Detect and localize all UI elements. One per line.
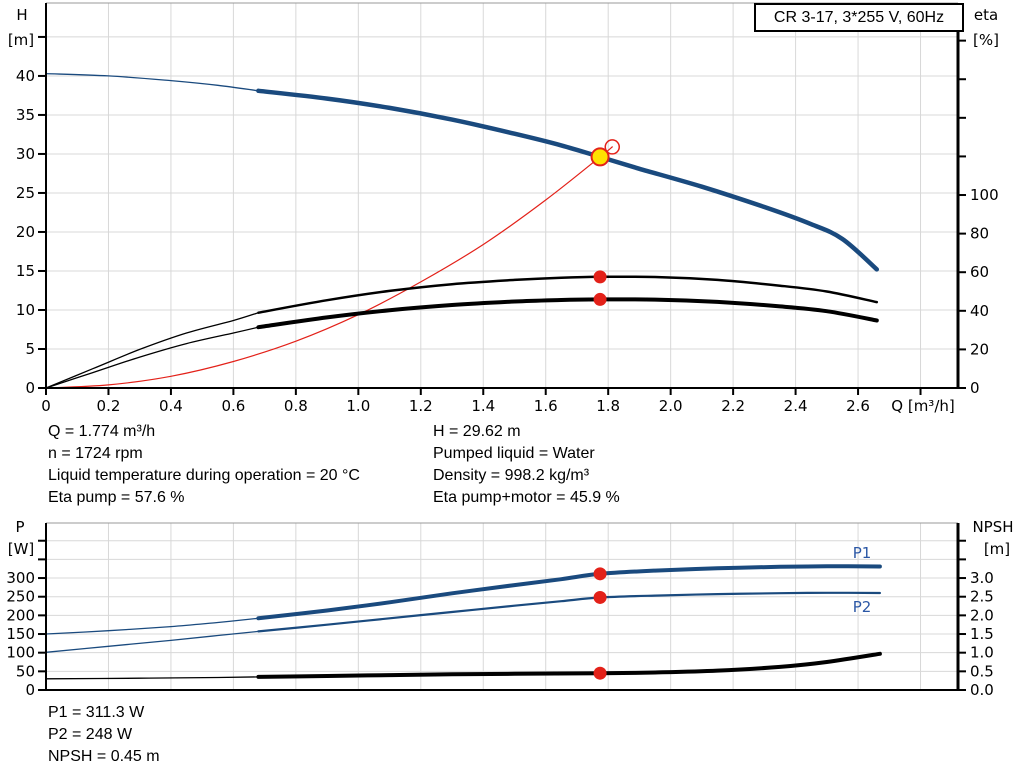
left-tick-label: 5 (25, 340, 35, 358)
requested-duty-point (604, 139, 621, 155)
info-line-eta-pump: Eta pump = 57.6 % (48, 489, 185, 506)
npsh-point (593, 666, 607, 680)
left-axis-title: P (15, 518, 24, 536)
info-line-p2: P2 = 248 W (48, 726, 133, 743)
x-tick-label: 0.8 (284, 397, 308, 415)
right-axis-title: [m] (984, 540, 1010, 558)
right-tick-label: 3.0 (970, 569, 994, 587)
left-tick-label: 15 (16, 262, 35, 280)
p1-label: P1 (853, 544, 872, 562)
p1-curve (45, 617, 260, 635)
left-tick-label: 25 (16, 184, 35, 202)
right-tick-label: 1.0 (970, 644, 994, 662)
npsh-curve (45, 676, 260, 680)
duty-point (590, 147, 610, 167)
left-tick-label: 10 (16, 301, 35, 319)
info-line-npsh: NPSH = 0.45 m (48, 748, 160, 765)
info-line-temp: Liquid temperature during operation = 20… (48, 467, 360, 484)
info-line-q: Q = 1.774 m³/h (48, 423, 156, 440)
pump-title-box: CR 3-17, 3*255 V, 60Hz (754, 3, 964, 32)
right-tick-label: 20 (970, 340, 989, 358)
left-tick-label: 300 (6, 569, 35, 587)
left-tick-label: 150 (6, 625, 35, 643)
right-tick-label: 100 (970, 186, 999, 204)
p2-curve (257, 591, 881, 633)
info-line-n: n = 1724 rpm (48, 445, 143, 462)
x-tick-label: 1.0 (346, 397, 370, 415)
liquid-info-block: H = 29.62 m Pumped liquid = Water Densit… (433, 421, 620, 509)
info-line-liquid: Pumped liquid = Water (433, 445, 595, 462)
right-tick-label: 80 (970, 225, 989, 243)
info-line-density: Density = 998.2 kg/m³ (433, 467, 590, 484)
eta-pump-motor-curve (256, 297, 879, 330)
x-tick-label: 2.0 (659, 397, 683, 415)
x-tick-label: 1.8 (596, 397, 620, 415)
right-tick-label: 60 (970, 263, 989, 281)
power-info-block: P1 = 311.3 W P2 = 248 W NPSH = 0.45 m (48, 702, 160, 768)
right-tick-label: 2.5 (970, 588, 994, 606)
right-axis-title: [%] (973, 31, 999, 49)
info-line-h: H = 29.62 m (433, 423, 521, 440)
system-curve (45, 146, 613, 389)
left-tick-label: 20 (16, 223, 35, 241)
qh-chart: 0 5 10 15 20 25 30 35 40 0 20 40 60 80 100 0 0.2 0.4 0.6 0.… (8, 2, 999, 415)
right-tick-label: 0.0 (970, 681, 994, 699)
x-tick-label: 0.2 (97, 397, 121, 415)
npsh-curve (256, 651, 882, 679)
head-curve (256, 88, 880, 272)
left-axis-title: [W] (8, 540, 35, 558)
p2-curve (45, 630, 260, 653)
left-tick-label: 30 (16, 145, 35, 163)
head-curve (45, 72, 260, 92)
left-tick-label: 50 (16, 662, 35, 680)
right-tick-label: 0.5 (970, 662, 994, 680)
left-tick-label: 200 (6, 606, 35, 624)
eta-pump-curve (45, 312, 260, 389)
p1-curve (256, 564, 882, 621)
eta-pump-point (593, 270, 607, 284)
left-tick-label: 0 (25, 681, 35, 699)
right-tick-label: 2.0 (970, 606, 994, 624)
x-tick-label: 2.4 (784, 397, 808, 415)
p1-point (593, 567, 607, 581)
eta-pump-motor-curve (45, 326, 260, 389)
x-tick-label: 1.4 (471, 397, 495, 415)
info-line-eta-total: Eta pump+motor = 45.9 % (433, 489, 620, 506)
x-tick-label: 0.6 (221, 397, 245, 415)
x-tick-label: 2.2 (721, 397, 745, 415)
x-tick-label: 1.6 (534, 397, 558, 415)
p2-point (593, 590, 607, 604)
left-axis-title: H (16, 6, 27, 24)
left-tick-label: 250 (6, 588, 35, 606)
right-tick-label: 40 (970, 302, 989, 320)
x-tick-label: 0.4 (159, 397, 183, 415)
x-axis-title: Q [m³/h] (891, 397, 954, 415)
right-axis-title: eta (974, 6, 998, 24)
left-tick-label: 35 (16, 106, 35, 124)
x-tick-label: 2.6 (846, 397, 870, 415)
left-tick-label: 40 (16, 67, 35, 85)
duty-info-block: Q = 1.774 m³/h n = 1724 rpm Liquid tempe… (48, 421, 360, 509)
left-tick-label: 100 (6, 644, 35, 662)
left-axis-title: [m] (8, 31, 34, 49)
p2-label: P2 (853, 598, 872, 616)
left-tick-label: 0 (25, 379, 35, 397)
right-tick-label: 0 (970, 379, 980, 397)
info-line-p1: P1 = 311.3 W (48, 704, 145, 721)
right-axis-title: NPSH (972, 518, 1013, 536)
x-tick-label: 0 (41, 397, 51, 415)
eta-pump-motor-point (593, 292, 607, 306)
right-tick-label: 1.5 (970, 625, 994, 643)
eta-pump-curve (257, 275, 879, 314)
x-tick-label: 1.2 (409, 397, 433, 415)
